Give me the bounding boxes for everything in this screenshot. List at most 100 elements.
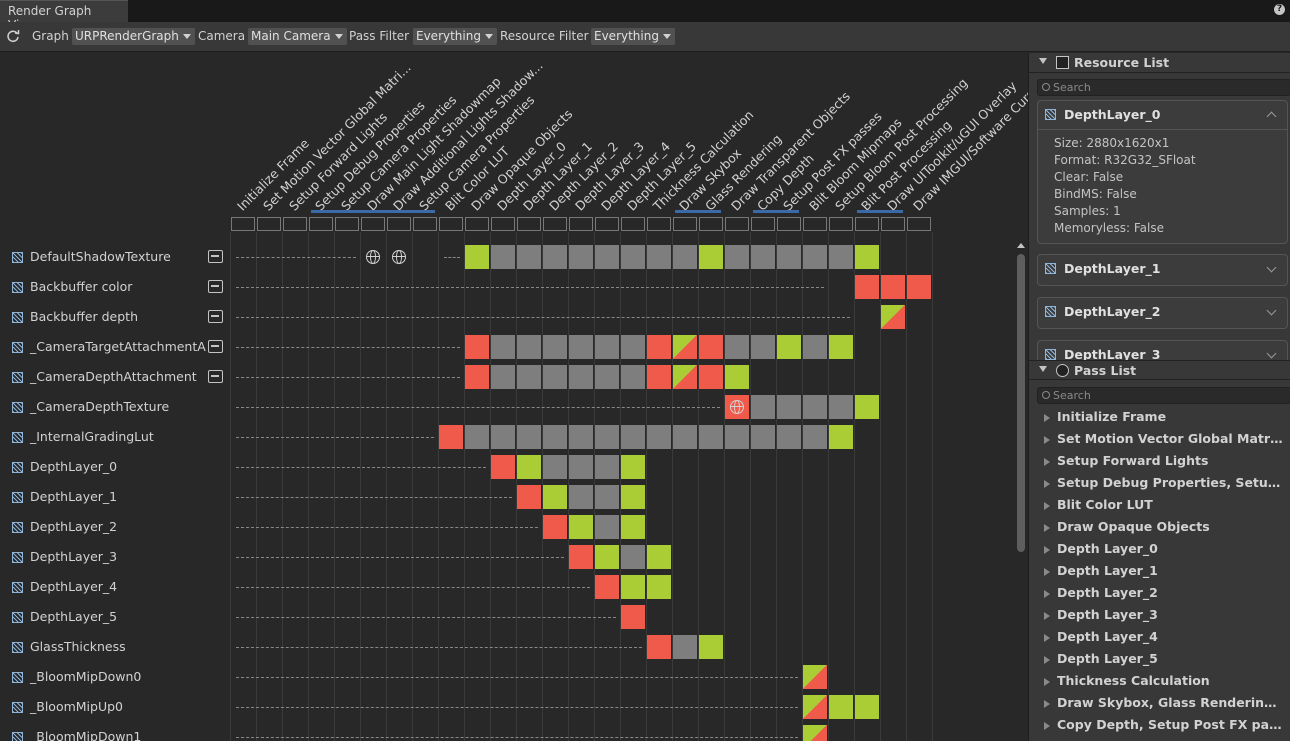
resource-access-cell[interactable] <box>673 245 697 269</box>
chevron-up-icon[interactable] <box>1266 111 1277 122</box>
resource-access-cell[interactable] <box>699 635 723 659</box>
expand-arrow-icon[interactable] <box>1044 480 1050 488</box>
resource-name[interactable]: _BloomMipUp0 <box>30 699 123 714</box>
resource-access-cell[interactable] <box>725 245 749 269</box>
resource-access-cell[interactable] <box>855 395 879 419</box>
resource-access-cell[interactable] <box>647 335 671 359</box>
resource-access-cell[interactable] <box>829 425 853 449</box>
pass-header-box[interactable] <box>543 217 567 231</box>
resource-access-cell[interactable] <box>725 335 749 359</box>
pass-list-item[interactable]: Draw Skybox, Glass Rendering, Draw ... <box>1057 695 1285 710</box>
resource-access-cell[interactable] <box>543 335 567 359</box>
resource-access-cell[interactable] <box>803 395 827 419</box>
resource-access-cell[interactable] <box>699 335 723 359</box>
resource-card[interactable]: DepthLayer_3 <box>1037 340 1288 360</box>
resource-access-cell[interactable] <box>725 365 749 389</box>
resource-access-cell[interactable] <box>491 365 515 389</box>
pass-header-box[interactable] <box>621 217 645 231</box>
resource-access-cell[interactable] <box>465 365 489 389</box>
pass-header-box[interactable] <box>439 217 463 231</box>
pass-header-box[interactable] <box>777 217 801 231</box>
resource-access-cell[interactable] <box>803 245 827 269</box>
resource-access-cell[interactable] <box>621 605 645 629</box>
resource-access-cell[interactable] <box>647 245 671 269</box>
resource-name[interactable]: DefaultShadowTexture <box>30 249 171 264</box>
resource-access-cell[interactable] <box>465 425 489 449</box>
resource-name[interactable]: _CameraDepthAttachment <box>30 369 197 384</box>
resource-access-cell[interactable] <box>803 425 827 449</box>
resource-access-cell[interactable] <box>803 725 827 741</box>
expand-arrow-icon[interactable] <box>1044 414 1050 422</box>
resource-name[interactable]: GlassThickness <box>30 639 126 654</box>
resource-access-cell[interactable] <box>595 335 619 359</box>
resource-name[interactable]: Backbuffer depth <box>30 309 139 324</box>
pass-header-box[interactable] <box>803 217 827 231</box>
expand-arrow-icon[interactable] <box>1044 524 1050 532</box>
pass-header-box[interactable] <box>647 217 671 231</box>
resource-access-cell[interactable] <box>491 335 515 359</box>
resource-access-cell[interactable] <box>517 335 541 359</box>
resource-name[interactable]: _InternalGradingLut <box>30 429 154 444</box>
resource-access-cell[interactable] <box>855 695 879 719</box>
resource-access-cell[interactable] <box>569 455 593 479</box>
pass-header-box[interactable] <box>413 217 437 231</box>
pass-list-item[interactable]: Depth Layer_2 <box>1057 585 1158 600</box>
pass-list-item[interactable]: Blit Color LUT <box>1057 497 1153 512</box>
pass-header-box[interactable] <box>829 217 853 231</box>
resource-access-cell[interactable] <box>491 425 515 449</box>
resource-access-cell[interactable] <box>595 365 619 389</box>
resource-access-cell[interactable] <box>595 425 619 449</box>
resource-access-cell[interactable] <box>699 425 723 449</box>
resource-name[interactable]: _CameraTargetAttachmentA <box>30 339 206 354</box>
resource-access-cell[interactable] <box>621 515 645 539</box>
pass-list-item[interactable]: Thickness Calculation <box>1057 673 1210 688</box>
resource-access-cell[interactable] <box>569 485 593 509</box>
resource-access-cell[interactable] <box>569 545 593 569</box>
resource-access-cell[interactable] <box>569 335 593 359</box>
resource-card-header[interactable]: DepthLayer_0 <box>1038 101 1287 129</box>
pass-header-box[interactable] <box>335 217 359 231</box>
resource-access-cell[interactable] <box>751 425 775 449</box>
scroll-up-arrow-icon[interactable] <box>1017 242 1025 248</box>
expand-arrow-icon[interactable] <box>1044 700 1050 708</box>
collapse-arrow-icon[interactable] <box>1039 366 1047 372</box>
resource-access-cell[interactable] <box>647 575 671 599</box>
pass-list-item[interactable]: Set Motion Vector Global Matrices <box>1057 431 1285 446</box>
resource-name[interactable]: DepthLayer_4 <box>30 579 118 594</box>
pass-header-box[interactable] <box>595 217 619 231</box>
resource-access-cell[interactable] <box>829 335 853 359</box>
resource-access-cell[interactable] <box>673 335 697 359</box>
resource-name[interactable]: _CameraDepthTexture <box>30 399 170 414</box>
expand-arrow-icon[interactable] <box>1044 678 1050 686</box>
pass-header-box[interactable] <box>387 217 411 231</box>
expand-arrow-icon[interactable] <box>1044 590 1050 598</box>
expand-arrow-icon[interactable] <box>1044 634 1050 642</box>
resource-access-cell[interactable] <box>881 305 905 329</box>
help-icon[interactable]: ? <box>1274 4 1285 15</box>
resource-access-cell[interactable] <box>647 635 671 659</box>
pass-header-box[interactable] <box>673 217 697 231</box>
chevron-down-icon[interactable] <box>1266 348 1277 359</box>
pass-list-item[interactable]: Copy Depth, Setup Post FX passes <box>1057 717 1285 732</box>
resource-access-cell[interactable] <box>751 395 775 419</box>
resource-access-cell[interactable] <box>595 575 619 599</box>
pass-list-item[interactable]: Depth Layer_0 <box>1057 541 1158 556</box>
resource-access-cell[interactable] <box>465 335 489 359</box>
pass-header-box[interactable] <box>257 217 281 231</box>
collapse-arrow-icon[interactable] <box>1039 58 1047 64</box>
resource-access-cell[interactable] <box>673 425 697 449</box>
pass-header-box[interactable] <box>361 217 385 231</box>
resource-access-cell[interactable] <box>699 245 723 269</box>
expand-arrow-icon[interactable] <box>1044 502 1050 510</box>
resource-access-cell[interactable] <box>647 545 671 569</box>
expand-arrow-icon[interactable] <box>1044 722 1050 730</box>
resource-access-cell[interactable] <box>465 245 489 269</box>
resource-access-cell[interactable] <box>543 485 567 509</box>
resource-access-cell[interactable] <box>751 245 775 269</box>
pass-list-item[interactable]: Draw Opaque Objects <box>1057 519 1210 534</box>
resource-card-header[interactable]: DepthLayer_1 <box>1038 255 1287 283</box>
resource-access-cell[interactable] <box>699 365 723 389</box>
refresh-icon[interactable] <box>6 29 20 43</box>
resource-card[interactable]: DepthLayer_2 <box>1037 297 1288 329</box>
resource-access-cell[interactable] <box>517 485 541 509</box>
